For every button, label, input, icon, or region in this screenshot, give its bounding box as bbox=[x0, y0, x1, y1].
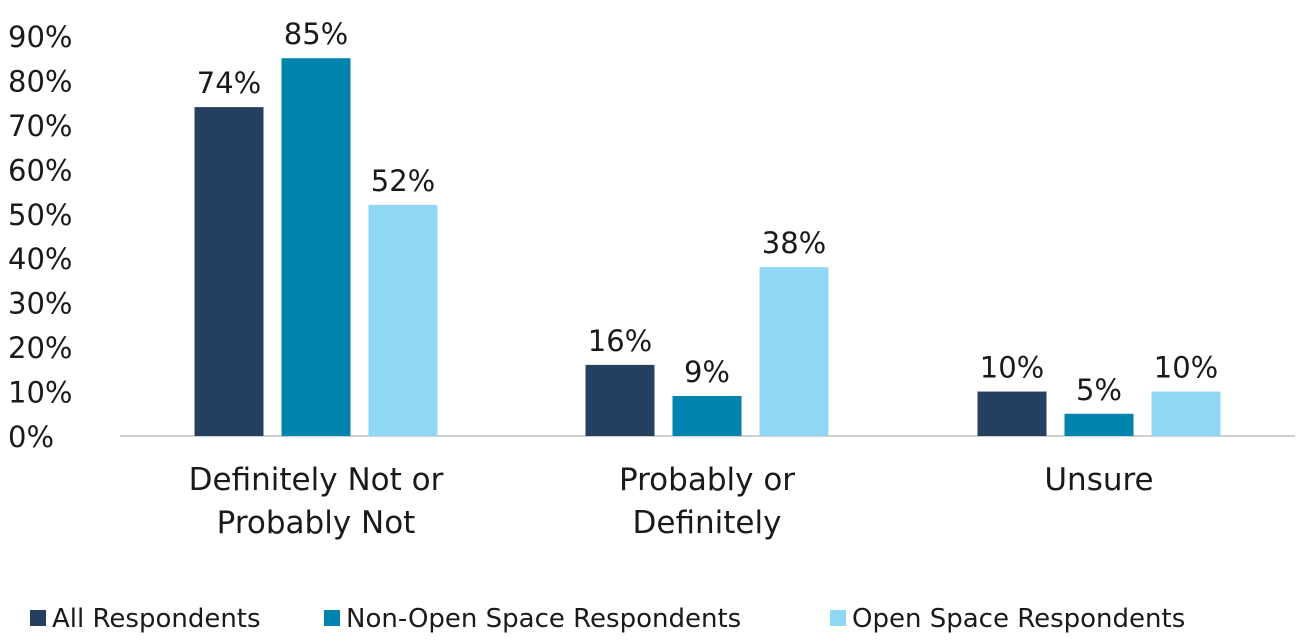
bar-open-space-respondents-1 bbox=[759, 267, 829, 436]
data-label: 74% bbox=[197, 66, 261, 100]
y-tick-label: 90% bbox=[8, 20, 72, 54]
data-label: 9% bbox=[684, 355, 730, 389]
legend-swatch bbox=[830, 610, 846, 626]
data-label: 10% bbox=[980, 351, 1044, 385]
y-tick-label: 80% bbox=[8, 64, 72, 98]
data-label: 52% bbox=[371, 164, 435, 198]
legend-swatch bbox=[324, 610, 340, 626]
data-label: 10% bbox=[1154, 351, 1218, 385]
data-label: 16% bbox=[588, 324, 652, 358]
bar-non-open-space-respondents-2 bbox=[1064, 413, 1134, 436]
legend-label: Non-Open Space Respondents bbox=[346, 604, 741, 634]
y-tick-label: 0% bbox=[8, 420, 54, 454]
legend-label: All Respondents bbox=[52, 604, 261, 634]
legend-swatch bbox=[30, 610, 46, 626]
y-tick-label: 50% bbox=[8, 198, 72, 232]
category-label: Probably Not bbox=[217, 505, 416, 541]
category-label: Probably or bbox=[619, 462, 795, 498]
data-label: 38% bbox=[762, 226, 826, 260]
y-tick-label: 60% bbox=[8, 153, 72, 187]
bar-non-open-space-respondents-0 bbox=[281, 58, 351, 436]
y-tick-label: 70% bbox=[8, 109, 72, 143]
category-label: Definitely Not or bbox=[189, 462, 444, 498]
bar-non-open-space-respondents-1 bbox=[672, 396, 742, 436]
y-tick-label: 30% bbox=[8, 287, 72, 321]
bar-open-space-respondents-0 bbox=[368, 204, 438, 436]
y-tick-label: 10% bbox=[8, 376, 72, 410]
y-tick-label: 40% bbox=[8, 242, 72, 276]
bar-all-respondents-0 bbox=[194, 107, 264, 436]
category-label: Unsure bbox=[1044, 462, 1153, 498]
data-label: 85% bbox=[284, 17, 348, 51]
category-label: Definitely bbox=[633, 505, 782, 541]
bar-all-respondents-1 bbox=[585, 364, 655, 436]
legend-label: Open Space Respondents bbox=[852, 604, 1185, 634]
bar-open-space-respondents-2 bbox=[1151, 391, 1221, 436]
data-label: 5% bbox=[1076, 373, 1122, 407]
y-tick-label: 20% bbox=[8, 331, 72, 365]
bar-all-respondents-2 bbox=[977, 391, 1047, 436]
